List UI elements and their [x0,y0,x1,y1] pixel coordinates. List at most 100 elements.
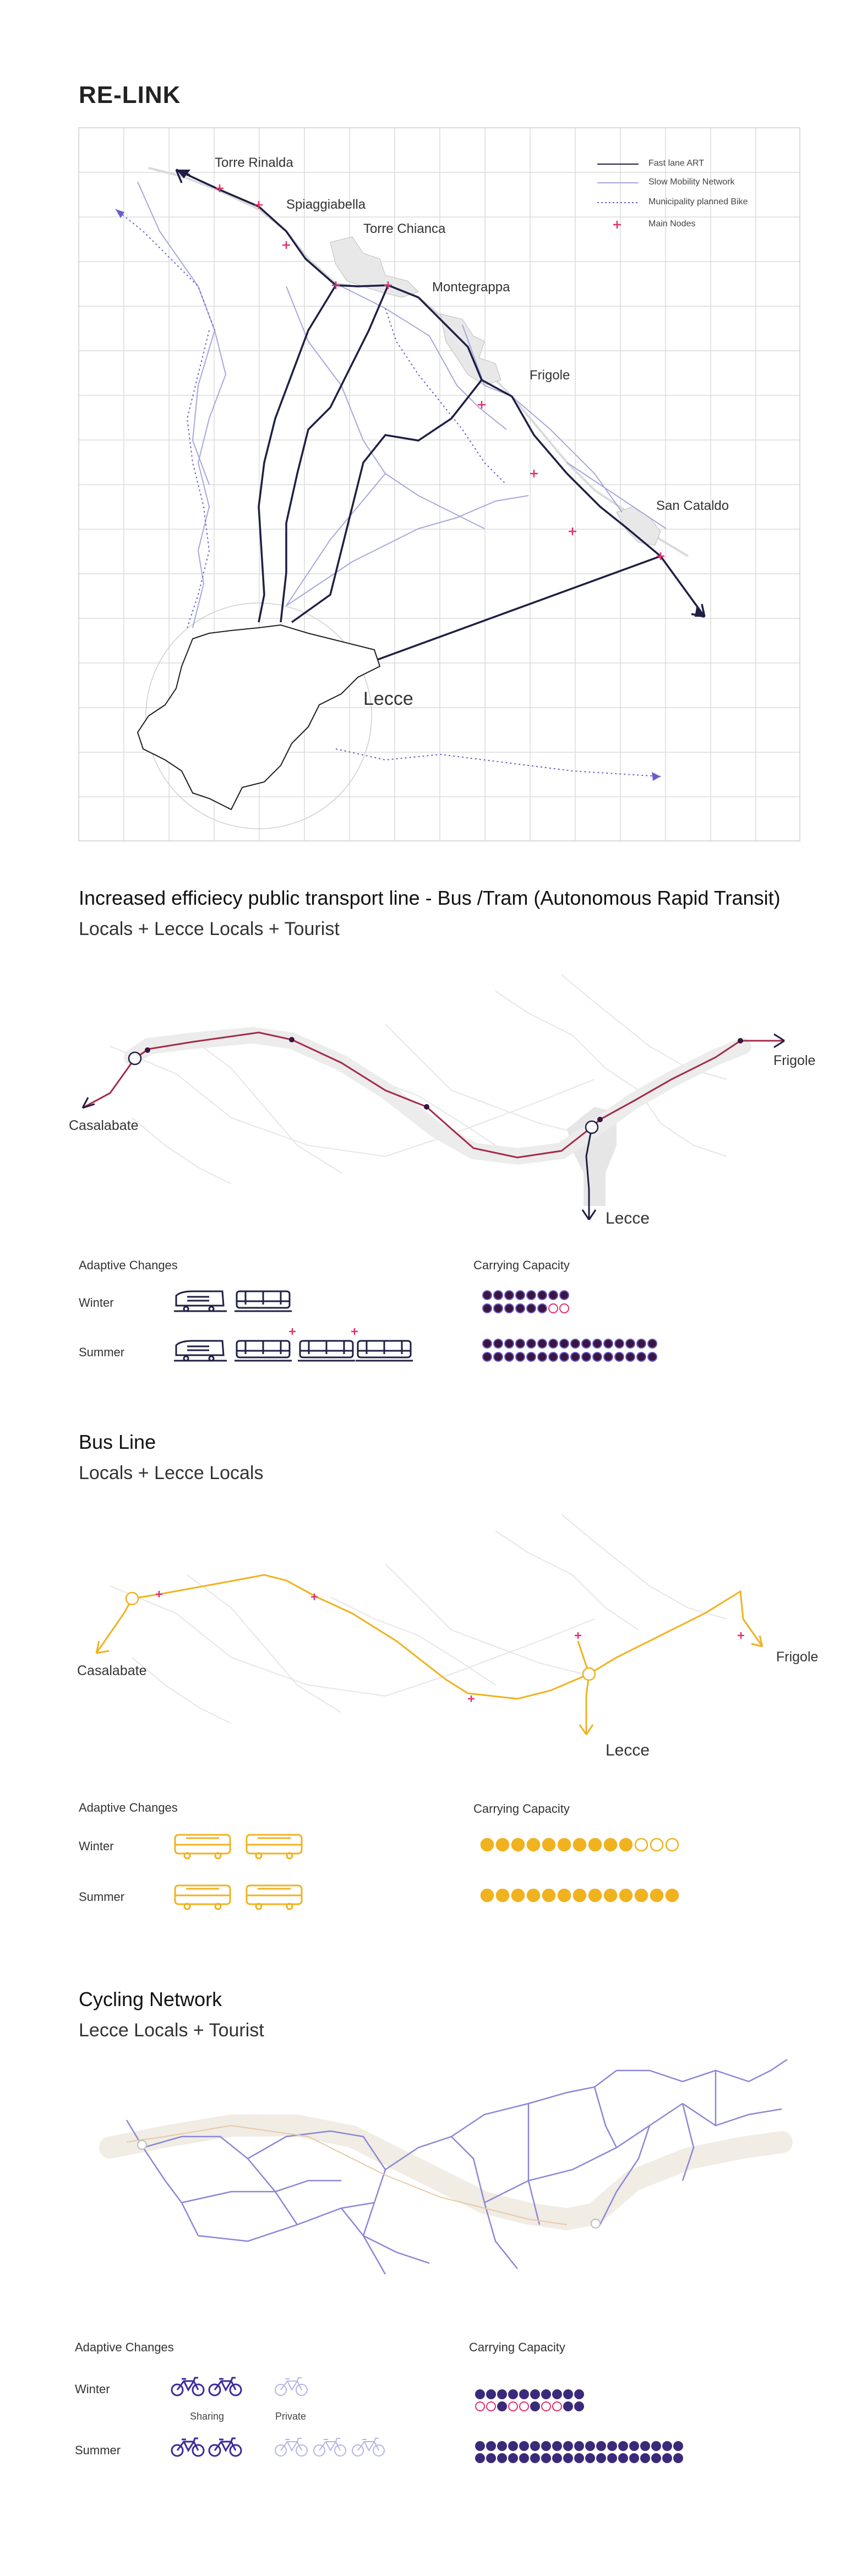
urban-area-montegrappa [440,313,501,386]
capacity-dot-filled [619,1838,633,1852]
capacity-dot-filled [480,1838,494,1852]
capacity-dot-filled [588,1888,602,1903]
legend-main-nodes-label: Main Nodes [648,219,696,229]
cycle-section-subtitle: Lecce Locals + Tourist [79,2020,264,2041]
map-legend [597,164,639,229]
capacity-dot-filled [548,1352,558,1362]
bicycle-icon [275,2438,308,2457]
art-winter-label: Winter [79,1296,114,1309]
capacity-dot-filled [526,1888,541,1903]
art-route-diagram [81,974,785,1220]
tram-icon [174,1290,227,1312]
art-background-streets [110,974,727,1184]
art-stops [145,1037,743,1122]
urban-area-torre-chianca [330,236,419,298]
art-arrow-head-south [695,605,705,617]
capacity-dot-filled [497,2441,507,2451]
label-san-cataldo: San Cataldo [656,498,729,513]
capacity-dot-filled [619,1888,633,1903]
capacity-dot-empty [486,2401,496,2411]
capacity-dot-filled [574,2441,584,2451]
bus-vehicle-icons [174,1834,303,1910]
capacity-dot-filled [673,2453,683,2463]
capacity-dot-empty [548,1303,558,1313]
capacity-dot-filled [570,1352,580,1362]
re-link-map [78,127,800,841]
capacity-dot-filled [548,1290,558,1300]
bus-section-title: Bus Line [79,1431,156,1453]
capacity-dot-filled [629,2441,639,2451]
capacity-dot-filled [480,1888,494,1903]
capacity-dot-filled [596,2453,606,2463]
capacity-dot-filled [519,2453,529,2463]
capacity-dot-filled [519,2441,529,2451]
cycle-network-diagram [99,2058,793,2275]
capacity-dot-filled [511,1888,525,1903]
capacity-dot-filled [537,1303,547,1313]
capacity-dot-filled [548,1339,558,1349]
bike-arrow-head-right [652,772,661,781]
capacity-dot-empty [541,2401,551,2411]
capacity-dot-filled [603,1352,613,1362]
capacity-dot-filled [625,1352,635,1362]
slow-mobility-network [137,181,667,628]
capacity-dot-filled [607,2453,617,2463]
capacity-dot-filled [647,1339,657,1349]
capacity-dot-filled [475,2389,485,2399]
capacity-dot-filled [537,1290,547,1300]
bus-icon [235,1290,292,1312]
bicycle-icon [275,2377,308,2396]
bus-terminal-stop-left [125,1591,139,1606]
capacity-dot-filled [570,1339,580,1349]
map-frame [78,127,800,841]
label-lecce: Lecce [363,688,413,709]
bus-arrow-right [751,1635,764,1648]
capacity-dot-filled [625,1339,635,1349]
fast-lane-art [176,169,706,662]
capacity-dot-filled [526,1303,536,1313]
capacity-dot-empty [508,2401,518,2411]
capacity-dot-filled [493,1352,503,1362]
art-lecce-branch [585,1127,593,1220]
capacity-dot-filled [634,1888,648,1903]
capacity-dot-filled [581,1352,591,1362]
cycle-section-title: Cycling Network [79,1988,222,2010]
capacity-dot-filled [475,2453,485,2463]
bus-capacity-dots [480,1838,679,1903]
map-grid [79,128,800,841]
bus-icon [356,1340,413,1362]
bus-icon [174,1834,231,1860]
capacity-dot-filled [530,2389,540,2399]
capacity-dot-filled [482,1339,492,1349]
capacity-dot-filled [581,1339,591,1349]
capacity-dot-filled [574,2401,584,2411]
capacity-dot-filled [574,2453,584,2463]
capacity-dot-filled [530,2441,540,2451]
capacity-dot-filled [559,1290,569,1300]
capacity-dot-filled [592,1339,602,1349]
capacity-dot-filled [541,2389,551,2399]
capacity-dot-filled [504,1290,514,1300]
main-nodes [216,184,664,560]
bus-icon [174,1884,231,1910]
cycle-summer-label: Summer [75,2443,121,2457]
art-vehicle-icons [174,1290,413,1362]
capacity-dot-filled [482,1290,492,1300]
capacity-dot-filled [493,1290,503,1300]
bus-section-subtitle: Locals + Lecce Locals [79,1463,264,1483]
capacity-dot-filled [665,1888,679,1903]
cycle-private-label: Private [275,2411,307,2422]
label-montegrappa: Montegrappa [432,280,510,295]
bus-arrow-left [95,1640,110,1654]
capacity-dot-empty [559,1303,569,1313]
cycle-network-paths [126,2058,788,2275]
bicycle-icon [171,2437,205,2457]
capacity-dot-filled [508,2453,518,2463]
capacity-dot-filled [557,1888,571,1903]
art-terminal-stop-left [128,1051,142,1066]
art-adaptive-title: Adaptive Changes [79,1258,178,1272]
capacity-dot-filled [542,1888,556,1903]
capacity-dot-filled [552,2453,562,2463]
capacity-dot-filled [574,2389,584,2399]
